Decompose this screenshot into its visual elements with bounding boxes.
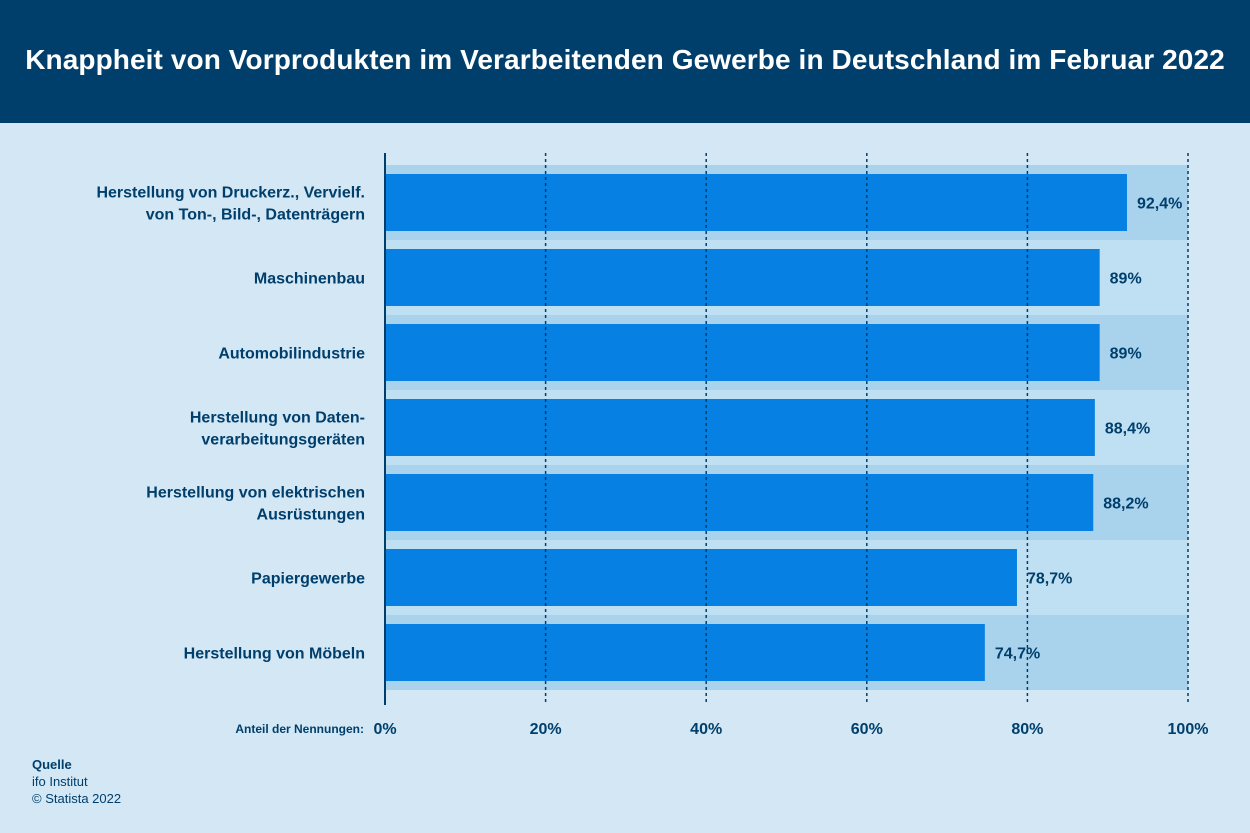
data-label: 74,7% <box>995 646 1040 663</box>
bar <box>385 249 1100 306</box>
x-tick-label: 60% <box>851 721 883 738</box>
category-label: Herstellung von Druckerz., Vervielf. von … <box>96 185 365 224</box>
chart-title: Knappheit von Vorprodukten im Verarbeite… <box>25 43 1225 75</box>
bar <box>385 624 985 681</box>
source-line-2: © Statista 2022 <box>32 791 122 806</box>
source-block: Quelle ifo Institut © Statista 2022 <box>32 756 121 807</box>
bar <box>385 174 1127 231</box>
source-line-1: ifo Institut <box>32 774 88 789</box>
bar <box>385 549 1017 606</box>
category-label: Herstellung von elektrischen Ausrüstungen <box>146 485 365 524</box>
bar <box>385 399 1095 456</box>
bar <box>385 474 1094 531</box>
x-tick-label: 40% <box>690 721 722 738</box>
data-label: 88,4% <box>1105 421 1150 438</box>
data-label: 89% <box>1110 271 1142 288</box>
source-heading: Quelle <box>32 757 72 772</box>
category-label: Herstellung von Daten-verarbeitungsgerät… <box>190 410 365 449</box>
category-label: Papiergewerbe <box>251 571 365 588</box>
x-tick-label: 20% <box>530 721 562 738</box>
x-tick-label: 0% <box>373 721 396 738</box>
data-label: 92,4% <box>1137 196 1182 213</box>
data-label: 89% <box>1110 346 1142 363</box>
category-label: Herstellung von Möbeln <box>184 646 365 663</box>
x-tick-label: 80% <box>1011 721 1043 738</box>
chart-header: Knappheit von Vorprodukten im Verarbeite… <box>0 0 1250 123</box>
data-label: 78,7% <box>1027 571 1072 588</box>
x-axis-caption: Anteil der Nennungen: <box>235 722 364 736</box>
bar <box>385 324 1100 381</box>
category-label: Automobilindustrie <box>218 346 365 363</box>
category-label: Maschinenbau <box>254 271 365 288</box>
data-label: 88,2% <box>1103 496 1148 513</box>
x-tick-label: 100% <box>1168 721 1209 738</box>
